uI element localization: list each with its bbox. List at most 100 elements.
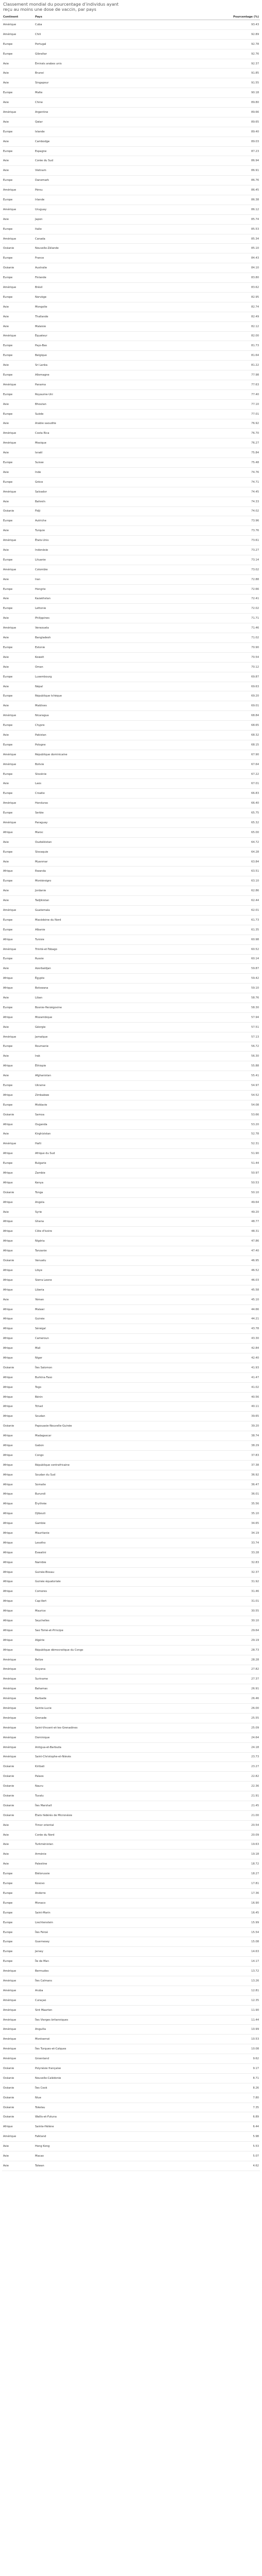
table-row: Asie Bahreïn 74.33 [2, 497, 260, 507]
vaccination-table: Continent Pays Pourcentage (%) Amérique C… [2, 14, 260, 2171]
percentage-cell: 48.31 [208, 1226, 260, 1237]
country-cell: Comores [34, 1586, 208, 1597]
percentage-cell: 56.30 [208, 1051, 260, 1062]
percentage-cell: 74.33 [208, 497, 260, 507]
country-cell: Îles Caïmans [34, 1976, 208, 1986]
country-cell: Salvador [34, 487, 208, 497]
percentage-cell: 84.43 [208, 253, 260, 264]
country-cell: Sénégal [34, 1324, 208, 1334]
percentage-cell: 29.64 [208, 1625, 260, 1636]
country-cell: Île de Man [34, 1956, 208, 1967]
continent-cell: Amérique [2, 1703, 34, 1714]
percentage-cell: 72.88 [208, 574, 260, 585]
country-cell: Pologne [34, 740, 208, 750]
page-title: Classement mondial du pourcentage d’indi… [3, 2, 119, 12]
country-cell: Brésil [34, 282, 208, 293]
continent-cell: Europe [2, 273, 34, 283]
country-cell: Cambodge [34, 137, 208, 147]
percentage-cell: 81.22 [208, 360, 260, 371]
percentage-cell: 89.03 [208, 137, 260, 147]
continent-cell: Amérique [2, 1986, 34, 1996]
table-row: Afrique Angola 49.64 [2, 1197, 260, 1208]
continent-cell: Afrique [2, 1217, 34, 1227]
table-row: Asie Bhoutan 77.10 [2, 399, 260, 410]
country-cell: Îles Turques-et-Caïques [34, 2044, 208, 2055]
continent-cell: Amérique [2, 2034, 34, 2045]
country-cell: Koweït [34, 652, 208, 663]
continent-cell: Océanie [2, 2073, 34, 2083]
continent-cell: Afrique [2, 1178, 34, 1188]
continent-cell: Amérique [2, 1693, 34, 1704]
continent-cell: Amérique [2, 750, 34, 760]
table-row: Europe Belgique 81.64 [2, 350, 260, 361]
percentage-cell: 86.91 [208, 165, 260, 176]
column-header-percentage[interactable]: Pourcentage (%) [208, 14, 260, 20]
continent-cell: Amérique [2, 1995, 34, 2006]
table-row: Afrique Sao Tomé-et-Principe 29.64 [2, 1625, 260, 1636]
table-row: Asie Hong Kong 5.53 [2, 2141, 260, 2152]
continent-cell: Amérique [2, 29, 34, 40]
percentage-cell: 46.52 [208, 1265, 260, 1276]
percentage-cell: 24.18 [208, 1742, 260, 1753]
country-cell: République démocratique du Congo [34, 1645, 208, 1655]
column-header-continent[interactable]: Continent [2, 14, 34, 20]
country-cell: Albanie [34, 925, 208, 935]
continent-cell: Afrique [2, 1314, 34, 1325]
percentage-cell: 86.94 [208, 156, 260, 166]
percentage-cell: 74.45 [208, 487, 260, 497]
table-row: Europe République tchèque 69.20 [2, 691, 260, 702]
percentage-cell: 55.88 [208, 1061, 260, 1072]
country-cell: Malte [34, 88, 208, 98]
percentage-cell: 59.42 [208, 973, 260, 984]
country-cell: Guatemala [34, 905, 208, 916]
country-cell: Palaos [34, 1771, 208, 1782]
table-row: Afrique Seychelles 30.10 [2, 1616, 260, 1626]
country-cell: Lesotho [34, 1538, 208, 1548]
table-row: Europe Royaume-Uni 77.40 [2, 389, 260, 400]
table-row: Asie Kirghizistan 52.78 [2, 1129, 260, 1140]
country-cell: Curaçao [34, 1995, 208, 2006]
country-cell: Samoa [34, 1110, 208, 1120]
continent-cell: Europe [2, 292, 34, 302]
continent-cell: Océanie [2, 1421, 34, 1432]
table-row: Océanie Samoa 53.66 [2, 1110, 260, 1120]
table-row: Asie Malaisie 82.12 [2, 321, 260, 332]
country-cell: Guinée [34, 1314, 208, 1325]
column-header-country[interactable]: Pays [34, 14, 208, 20]
country-cell: Italie [34, 224, 208, 234]
table-row: Asie Myanmar 63.84 [2, 857, 260, 867]
country-cell: Dominique [34, 1733, 208, 1743]
percentage-cell: 40.11 [208, 1401, 260, 1412]
continent-cell: Afrique [2, 866, 34, 877]
country-cell: Moldavie [34, 1100, 208, 1110]
country-cell: Îles Marshall [34, 1801, 208, 1811]
continent-cell: Amérique [2, 1665, 34, 1675]
table-row: Europe Norvège 82.95 [2, 292, 260, 302]
continent-cell: Europe [2, 954, 34, 964]
percentage-cell: 59.87 [208, 963, 260, 974]
country-cell: Chine [34, 97, 208, 108]
country-cell: Danemark [34, 175, 208, 186]
continent-cell: Europe [2, 1918, 34, 1928]
percentage-cell: 75.48 [208, 457, 260, 468]
table-row: Afrique Botswana 59.10 [2, 983, 260, 994]
continent-cell: Amérique [2, 487, 34, 497]
percentage-cell: 77.10 [208, 399, 260, 410]
continent-cell: Océanie [2, 1781, 34, 1792]
country-cell: Slovénie [34, 769, 208, 779]
country-cell: Cameroun [34, 1333, 208, 1344]
country-cell: Monaco [34, 1898, 208, 1908]
percentage-cell: 45.10 [208, 1295, 260, 1305]
country-cell: Îles Cook [34, 2083, 208, 2093]
percentage-cell: 58.30 [208, 1003, 260, 1013]
percentage-cell: 5.98 [208, 2131, 260, 2142]
table-row: Asie Yémen 45.10 [2, 1295, 260, 1305]
continent-cell: Asie [2, 895, 34, 906]
percentage-cell: 46.03 [208, 1275, 260, 1285]
percentage-cell: 53.20 [208, 1120, 260, 1130]
percentage-cell: 86.38 [208, 195, 260, 205]
continent-cell: Europe [2, 195, 34, 205]
country-cell: Belgique [34, 350, 208, 361]
table-row: Europe Islande 89.40 [2, 127, 260, 137]
country-cell: Guernesey [34, 1937, 208, 1947]
